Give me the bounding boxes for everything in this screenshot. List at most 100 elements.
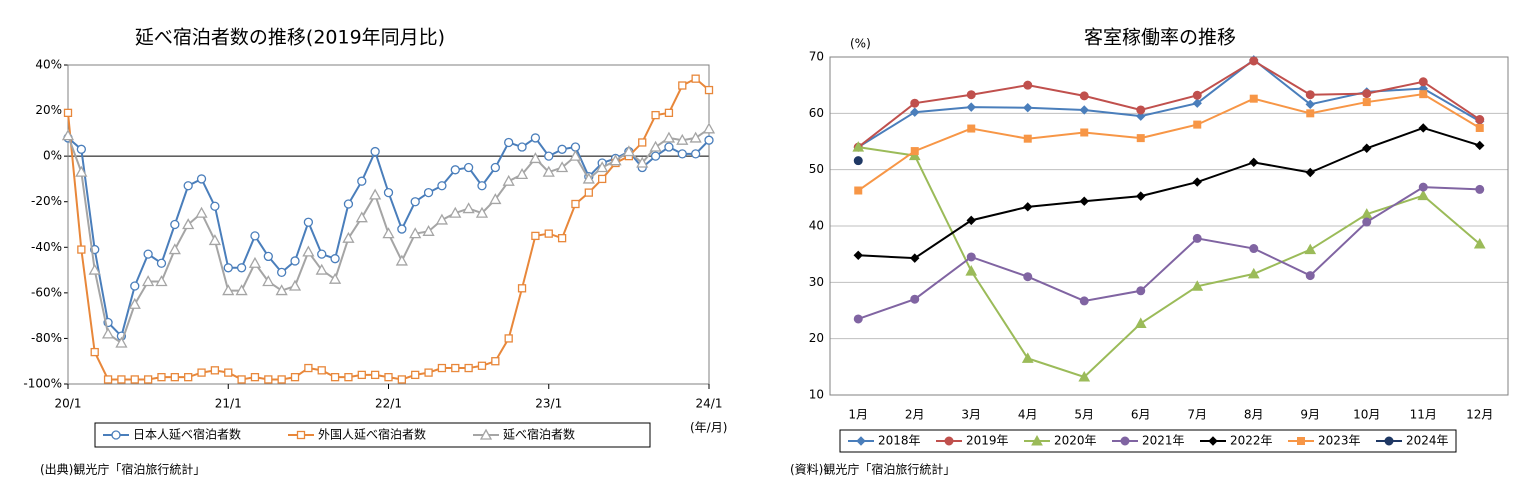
marker [168,243,181,255]
marker [1031,434,1043,446]
marker [369,188,382,200]
marker [304,363,313,373]
marker [170,219,180,230]
marker [1078,370,1091,382]
marker [530,133,541,143]
marker [910,294,920,304]
legend-box [839,429,1457,453]
marker [636,156,649,168]
marker [275,284,288,296]
marker [677,149,687,159]
marker [1475,140,1485,151]
plot-frame [67,64,710,385]
legend-label: 2019年 [966,434,1009,448]
y-tick-label: -100% [23,377,62,391]
marker [1475,115,1485,125]
marker [224,368,233,377]
marker [101,327,115,339]
marker [422,224,435,236]
marker [609,154,622,166]
marker [462,202,475,214]
marker [317,366,326,375]
marker [263,251,273,262]
y-tick-label: 20% [35,103,62,117]
x-tick-label: 3月 [961,408,981,422]
marker [477,181,487,191]
marker [702,122,716,134]
marker [277,375,286,384]
y-tick-label: -80% [31,331,62,345]
marker [649,140,662,152]
marker [210,201,220,211]
y-tick-label: 20 [809,331,824,345]
marker [475,206,489,218]
marker [395,254,408,266]
marker [77,245,86,254]
marker [517,142,527,152]
marker [1192,98,1202,108]
marker [397,375,407,384]
x-tick-label: 2月 [905,408,925,422]
marker [571,199,580,209]
marker [61,129,75,141]
marker [357,176,367,186]
marker [1475,123,1484,132]
marker [223,263,233,273]
marker [1384,436,1394,446]
marker [1297,437,1305,445]
marker [544,151,554,161]
marker [582,172,595,184]
marker [1306,109,1315,118]
marker [966,102,976,112]
marker [111,430,121,440]
x-tick-label: 8月 [1244,408,1264,422]
source-note: (資料)観光庁「宿泊旅行統計」 [790,462,955,477]
legend-label: 2021年 [1142,434,1185,448]
x-tick-label: 22/1 [375,397,402,411]
marker [384,373,393,382]
marker [966,215,976,226]
marker [1191,280,1204,291]
marker [1362,89,1372,99]
marker [664,142,674,152]
marker [296,430,306,440]
series-line [857,186,1480,320]
marker [1120,436,1130,446]
y-tick-label: 50 [809,162,824,176]
marker [184,373,193,382]
marker [370,146,380,157]
marker [638,138,647,147]
x-tick-label: 23/1 [535,397,562,411]
marker [531,231,540,241]
marker [1023,80,1033,90]
y-tick-label: 30 [809,275,824,289]
marker [1362,143,1372,153]
marker [529,152,542,164]
marker [277,267,287,278]
marker [555,161,569,173]
marker [704,135,714,145]
chart-title: 延べ宿泊者数の推移(2019年同月比) [135,27,445,49]
x-tick-label: 20/1 [55,397,82,411]
marker [1418,182,1428,192]
marker [1249,56,1259,66]
marker [1023,202,1033,212]
marker [1304,243,1317,255]
marker [853,156,863,166]
legend-label: 2020年 [1054,434,1097,448]
marker [237,375,246,384]
marker [290,373,300,382]
y-axis-label: (%) [850,37,871,51]
marker [143,249,153,259]
marker [1249,157,1259,168]
marker [1079,196,1089,206]
x-tick-label: 10月 [1353,408,1380,422]
marker [290,256,300,266]
marker [491,357,500,366]
marker [155,275,168,287]
series-line [857,59,1481,148]
marker [236,263,247,273]
marker [451,363,460,373]
marker [651,110,660,120]
y-tick-label: 10 [809,388,824,402]
